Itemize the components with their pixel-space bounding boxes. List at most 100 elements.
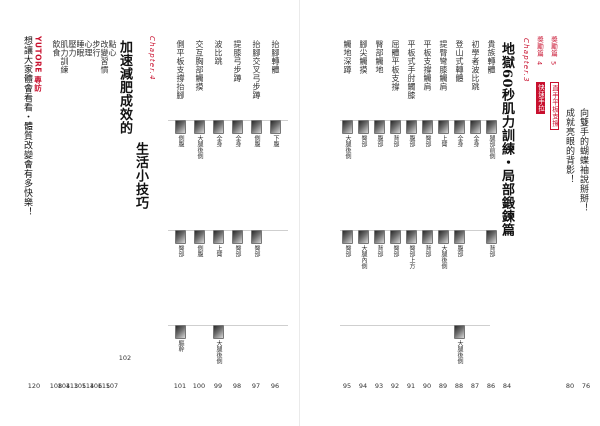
bonus-label-2-text: 獎勵篇 <box>549 36 558 57</box>
left-exercise-target: 側腹 <box>253 135 260 147</box>
left-exercise-page: 96 <box>270 382 280 390</box>
right-exercise-target: 腹部 <box>456 245 463 257</box>
right-exercise-page: 88 <box>454 382 464 390</box>
body-part-icon <box>175 120 186 134</box>
body-part-icon <box>175 230 186 244</box>
left-exercise-target: 下腹 <box>272 135 279 147</box>
right-exercise-target: 背部 <box>376 245 383 257</box>
body-part-icon <box>438 120 449 134</box>
left-exercise-page: 97 <box>251 382 261 390</box>
body-part-icon <box>486 120 497 134</box>
right-exercise-target: 背部 <box>424 245 431 257</box>
right-exercise-target: 大腿後側 <box>456 340 463 364</box>
body-part-icon <box>175 325 186 339</box>
left-exercise-target: 臀部 <box>177 245 184 257</box>
right-exercise-target: 腿部前側 <box>488 135 495 159</box>
body-part-icon <box>232 120 243 134</box>
left-rule-lines <box>168 120 288 380</box>
chapter3-title: 地獄60秒肌力訓練・局部鍛鍊篇 <box>499 42 514 237</box>
right-exercise-page: 93 <box>374 382 384 390</box>
right-exercise-page: 87 <box>470 382 480 390</box>
tip-page: 113 <box>65 382 79 390</box>
body-part-icon <box>390 120 401 134</box>
body-part-icon <box>486 230 497 244</box>
right-exercise-title: 平板支撐觸肩 <box>423 40 432 91</box>
right-exercise-target: 背部 <box>488 245 495 257</box>
left-exercise-page: 98 <box>232 382 242 390</box>
tip-page: 108 <box>49 382 63 390</box>
chapter3-page: 84 <box>502 382 512 390</box>
body-part-icon <box>213 325 224 339</box>
body-part-icon <box>390 230 401 244</box>
tip-page: 105 <box>73 382 87 390</box>
right-exercise-target: 臀部 <box>360 135 367 147</box>
body-part-icon <box>422 230 433 244</box>
right-page: 觸地深蹲 大腿後側 臀部 95 腳尖觸摸 臀部 大腿內側 94 臀部觸地 腹部 背部 93 屈體平板支撐… <box>300 0 600 426</box>
body-part-icon <box>454 120 465 134</box>
left-page: 想讓大家體會看看・體質改變會有多快樂！ YUTORE 專訪 120 飲食 108 肌… <box>22 36 288 390</box>
body-part-icon <box>454 230 465 244</box>
chapter4-title-b: 生活小技巧 <box>133 142 148 210</box>
body-part-icon <box>406 230 417 244</box>
bonus-text-2: 向雙手的蝴蝶袖說掰掰！ <box>578 108 588 213</box>
right-exercise-page: 95 <box>342 382 352 390</box>
left-exercise-target: 驅幹 <box>177 340 184 352</box>
left-exercise-target: 臀部 <box>253 245 260 257</box>
right-exercise-target: 背部 <box>392 135 399 147</box>
tip-page: 115 <box>97 382 111 390</box>
right-exercise-target: 腹部 <box>376 135 383 147</box>
left-exercise-target: 全身 <box>215 135 222 147</box>
left-exercise-target: 上臂 <box>215 245 222 257</box>
right-exercise-title: 腳尖觸摸 <box>359 40 368 74</box>
left-exercise-target: 臀部 <box>234 245 241 257</box>
body-part-icon <box>213 120 224 134</box>
right-exercise-title: 登山式轉體 <box>455 40 464 83</box>
body-part-icon <box>342 230 353 244</box>
bonus-num-1: 4 <box>535 61 544 66</box>
left-exercise-title: 提膝弓步蹲 <box>233 40 242 83</box>
bonus-item-1: 快速手拉 <box>536 82 545 114</box>
right-exercise-target: 臀部 <box>392 245 399 257</box>
body-part-icon <box>213 230 224 244</box>
right-exercise-target: 臀部 <box>344 245 351 257</box>
right-exercise-title: 臀部觸地 <box>375 40 384 74</box>
yutore-page: 120 <box>27 382 41 390</box>
tip-page: 106 <box>89 382 103 390</box>
bonus-label-1-text: 獎勵篇 <box>535 36 544 57</box>
yutore-label: YUTORE 專訪 <box>33 36 43 93</box>
bonus-label-1: 獎勵篇 4 <box>535 36 544 66</box>
body-part-icon <box>438 230 449 244</box>
body-part-icon <box>251 120 262 134</box>
tip-label: 步行 <box>92 40 101 57</box>
left-exercise-target: 大腿後側 <box>215 340 222 364</box>
body-part-icon <box>358 230 369 244</box>
left-exercise-title: 抬腳轉體 <box>271 40 280 74</box>
body-part-icon <box>406 120 417 134</box>
tip-page: 114 <box>81 382 95 390</box>
right-exercise-target: 大腿內側 <box>360 245 367 269</box>
right-exercise-page: 91 <box>406 382 416 390</box>
chapter4-tag: Chapter.4 <box>148 36 156 81</box>
bonus-item-2: 直手平板支撐 <box>550 82 559 130</box>
tip-label: 飲食 <box>52 40 61 57</box>
body-part-icon <box>270 120 281 134</box>
body-part-icon <box>194 120 205 134</box>
tip-label: 睡眠 <box>76 40 85 57</box>
left-exercise-page: 99 <box>213 382 223 390</box>
chapter4-title-a: 加速減肥成效的 <box>117 40 132 135</box>
right-exercise-page: 90 <box>422 382 432 390</box>
body-part-icon <box>374 230 385 244</box>
tip-label: 點心 <box>108 40 117 57</box>
tip-label: 心理 <box>84 40 93 57</box>
yutore-summary: 想讓大家體會看看・體質改變會有多快樂！ <box>22 36 32 217</box>
body-part-icon <box>374 120 385 134</box>
right-exercise-title: 觸地深蹲 <box>343 40 352 74</box>
chapter4-page: 102 <box>118 354 132 362</box>
body-part-icon <box>454 325 465 339</box>
left-exercise-target: 大腿後側 <box>196 135 203 159</box>
bonus-text-1: 成就亮眼的背影！ <box>564 108 574 184</box>
tip-page: 104 <box>57 382 71 390</box>
body-part-icon <box>358 120 369 134</box>
tip-label: 肌力訓練 <box>60 40 69 74</box>
left-exercise-title: 抬腳交叉弓步蹲 <box>252 40 261 100</box>
